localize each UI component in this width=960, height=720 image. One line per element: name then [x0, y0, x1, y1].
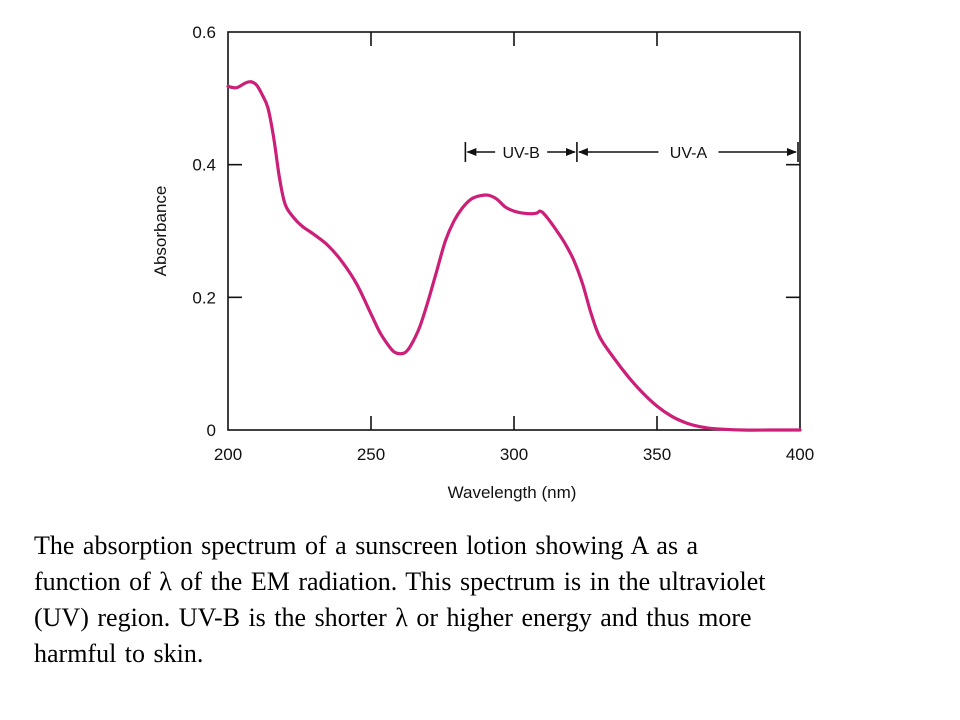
- x-tick-label: 300: [500, 445, 528, 464]
- uvb-label: UV-B: [502, 145, 539, 162]
- plot-frame: [227, 31, 801, 431]
- absorption-chart: 200 250 300 350 400 0 0.2 0.4 0.6 Wavelength (nm)…: [151, 23, 814, 502]
- x-axis-title: Wavelength (nm): [448, 483, 577, 502]
- x-tick-label: 400: [786, 445, 814, 464]
- y-tick-label: 0.2: [192, 288, 216, 307]
- y-axis-title: Absorbance: [151, 186, 170, 277]
- x-tick-label: 200: [214, 445, 242, 464]
- uva-label: UV-A: [670, 145, 708, 162]
- y-tick-label: 0.6: [192, 23, 216, 42]
- y-tick-label: 0.4: [192, 156, 216, 175]
- figure-caption: The absorption spectrum of a sunscreen l…: [34, 528, 934, 672]
- x-tick-label: 350: [643, 445, 671, 464]
- x-tick-label: 250: [357, 445, 385, 464]
- y-tick-label: 0: [207, 421, 216, 440]
- caption-line-3: (UV) region. UV-B is the shorter λ or hi…: [34, 603, 752, 632]
- caption-line-2: function of λ of the EM radiation. This …: [34, 567, 766, 596]
- caption-line-1: The absorption spectrum of a sunscreen l…: [34, 531, 699, 560]
- absorbance-series-line: [226, 80, 802, 432]
- caption-line-4: harmful to skin.: [34, 639, 204, 668]
